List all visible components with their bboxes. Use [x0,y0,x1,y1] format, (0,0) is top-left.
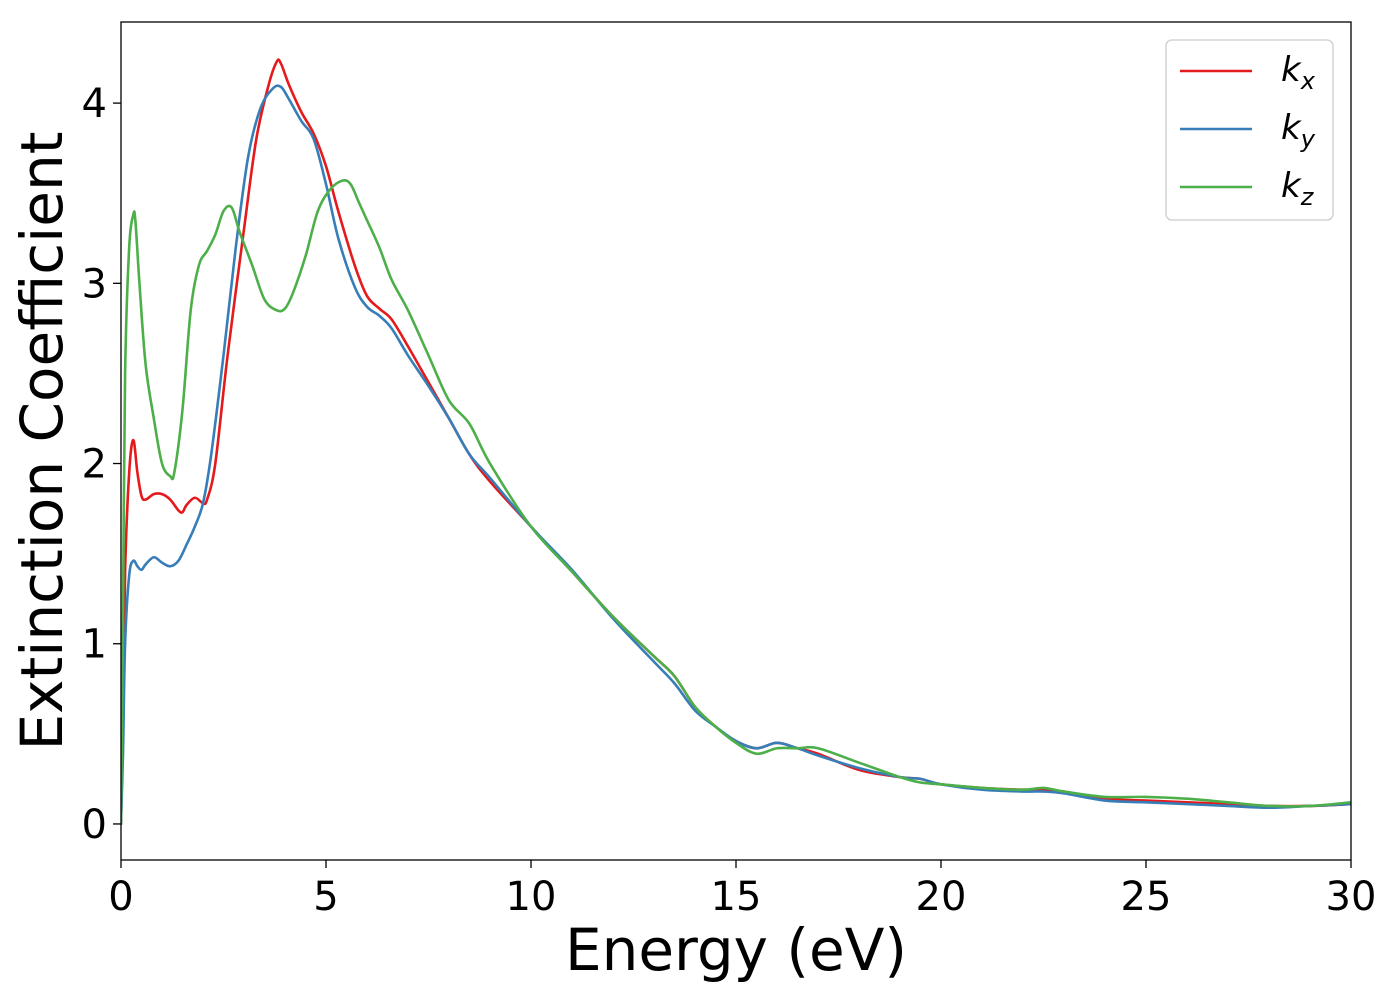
x-tick-label: 0 [108,874,133,920]
y-axis-label: Extinction Coefficient [8,132,76,751]
legend-label-x: kx [1281,50,1316,95]
legend-label-base: k [1281,108,1302,148]
legend-label-base: k [1281,50,1302,90]
x-tick-label: 15 [711,874,762,920]
y-tick-label: 4 [82,81,107,127]
y-tick-label: 1 [82,622,107,668]
y-tick-label: 0 [82,802,107,848]
series-line-z [121,178,1351,826]
legend-label-subscript: x [1300,67,1316,95]
legend-label-subscript: y [1300,125,1316,153]
legend-label-y: ky [1281,108,1316,153]
x-tick-label: 30 [1326,874,1377,920]
series-layer [121,58,1351,826]
y-tick-label: 2 [82,442,107,488]
x-axis-label: Energy (eV) [565,916,907,984]
x-tick-label: 20 [916,874,967,920]
y-tick-label: 3 [82,261,107,307]
y-axis-ticks: 0 1 2 3 4 [82,81,121,848]
legend-label-z: kz [1281,166,1315,211]
x-tick-label: 5 [313,874,338,920]
x-tick-label: 25 [1121,874,1172,920]
legend-label-subscript: z [1300,183,1315,211]
legend-label-base: k [1281,166,1302,206]
x-tick-label: 10 [506,874,557,920]
x-axis-ticks: 0 5 10 15 20 25 30 [108,860,1376,920]
